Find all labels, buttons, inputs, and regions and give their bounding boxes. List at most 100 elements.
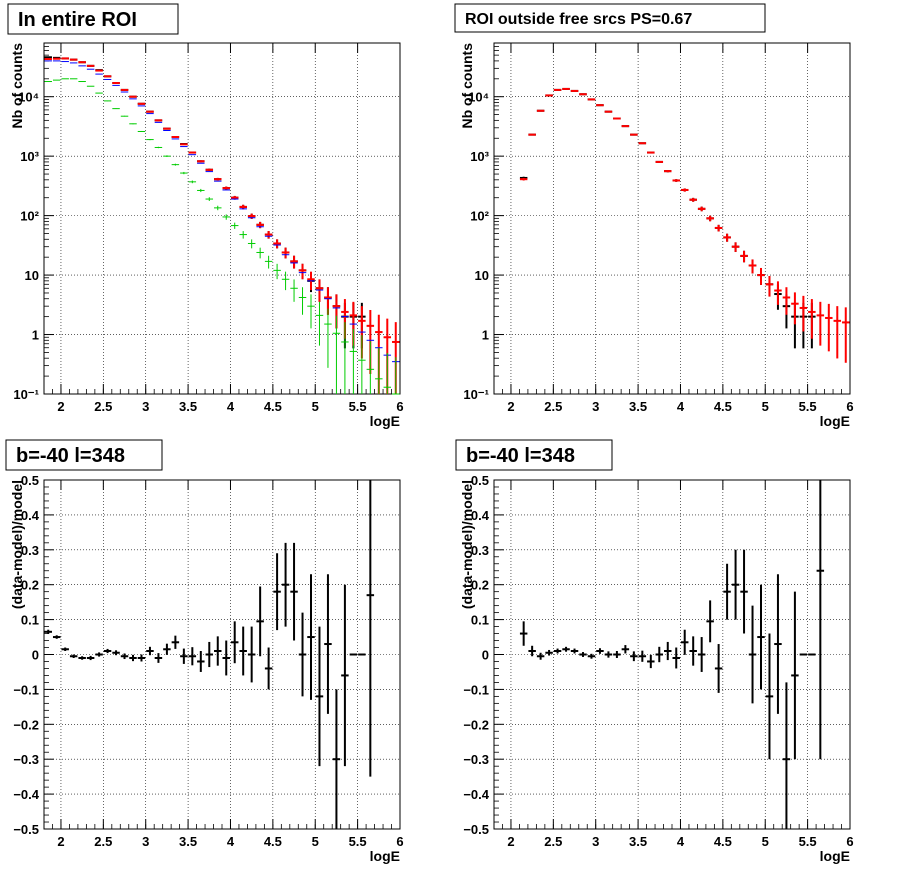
y-tick-label: 10⁴ — [18, 90, 39, 105]
y-tick-label: 10² — [20, 209, 39, 224]
x-tick-label: 4.5 — [264, 399, 282, 414]
data-point — [664, 641, 672, 661]
data-point — [604, 110, 613, 113]
data-point — [180, 648, 188, 664]
panel-bottom-right: b=-40 l=348 2 2.5 3 3.5 4 4.5 5 5.5 6 −0.5 −0.4 −0.3… — [455, 439, 854, 864]
x-tick-label: 6 — [846, 399, 853, 414]
data-point — [816, 480, 825, 760]
data-point — [315, 626, 324, 767]
data-point — [714, 644, 723, 693]
y-axis-label: Nb of counts — [9, 43, 25, 129]
data-point — [791, 591, 799, 760]
data-point — [214, 177, 222, 181]
data-point — [205, 168, 214, 171]
y-tick-label: 10 — [25, 268, 39, 283]
data-point — [680, 629, 689, 655]
data-point — [366, 341, 375, 394]
chart-title: ROI outside free srcs PS=0.67 — [465, 11, 692, 28]
data-point — [137, 102, 146, 105]
data-point — [536, 652, 545, 660]
data-point — [205, 197, 214, 201]
y-tick-label: −0.4 — [13, 787, 39, 802]
y-tick-label: 0.3 — [21, 543, 39, 558]
data-point — [587, 98, 596, 101]
data-point — [214, 205, 222, 211]
data-point — [332, 689, 341, 829]
data-point — [222, 640, 230, 676]
data-point — [358, 335, 366, 394]
data-point — [638, 650, 647, 662]
data-point — [281, 271, 290, 291]
x-tick-label: 2.5 — [544, 399, 562, 414]
data-point — [740, 250, 748, 263]
data-point — [171, 135, 180, 138]
y-tick-label: 0 — [482, 648, 489, 663]
x-tick-label: 6 — [396, 399, 403, 414]
x-tick-label: 5 — [762, 399, 769, 414]
x-tick-label: 4 — [677, 399, 685, 414]
data-point — [264, 255, 273, 269]
y-tick-label: 10 — [475, 268, 489, 283]
data-point — [680, 188, 689, 192]
x-tick-label: 3.5 — [629, 834, 647, 849]
data-point — [290, 279, 298, 302]
data-point — [112, 650, 120, 656]
x-axis-label: logE — [820, 413, 850, 429]
y-axis-label: (data-model)/model — [9, 480, 25, 609]
data-point — [655, 646, 664, 663]
y-tick-label: 0.3 — [471, 543, 489, 558]
data-point — [290, 542, 298, 641]
data-point — [103, 648, 112, 654]
x-tick-label: 4 — [227, 834, 235, 849]
data-point — [256, 586, 264, 657]
data-point — [791, 292, 799, 325]
data-point — [264, 231, 273, 239]
data-point — [392, 357, 400, 395]
data-point — [825, 303, 833, 352]
x-tick-label: 3 — [592, 399, 599, 414]
y-tick-label: 0.2 — [21, 578, 39, 593]
data-point — [315, 279, 324, 302]
data-point — [341, 322, 349, 394]
data-point — [180, 143, 188, 146]
data-point — [129, 123, 137, 125]
data-point — [706, 215, 714, 222]
data-point — [349, 328, 358, 394]
data-point — [579, 652, 587, 657]
data-point — [129, 654, 137, 662]
data-point — [630, 651, 638, 662]
data-point — [120, 115, 129, 117]
y-tick-label: 1 — [482, 328, 489, 343]
data-point — [723, 233, 731, 242]
x-tick-label: 5 — [312, 399, 319, 414]
y-axis-label: (data-model)/model — [459, 480, 475, 609]
data-point — [120, 653, 129, 660]
data-point — [230, 222, 239, 229]
y-tick-label: −0.5 — [463, 822, 489, 837]
data-point — [146, 138, 154, 141]
data-point — [757, 267, 765, 285]
x-tick-label: 5.5 — [349, 399, 367, 414]
panel-top-right: ROI outside free srcs PS=0.67 2 2.5 3 3.5 4 4.… — [454, 3, 854, 429]
data-point — [748, 605, 757, 704]
data-series — [519, 480, 825, 829]
data-series — [519, 87, 816, 349]
data-point — [799, 295, 808, 332]
data-point — [52, 635, 61, 639]
x-axis-label: logE — [370, 848, 400, 864]
data-point — [197, 160, 205, 163]
data-point — [655, 160, 664, 163]
data-point — [163, 127, 171, 130]
title-box — [5, 439, 163, 471]
data-point — [706, 600, 714, 643]
x-tick-label: 5 — [312, 834, 319, 849]
data-point — [528, 133, 536, 136]
data-point — [239, 626, 247, 676]
data-point — [163, 643, 171, 655]
data-point — [621, 125, 630, 128]
data-point — [536, 109, 545, 112]
data-point — [664, 170, 672, 173]
data-point — [366, 480, 375, 777]
data-point — [765, 276, 774, 297]
x-tick-label: 2 — [507, 399, 514, 414]
